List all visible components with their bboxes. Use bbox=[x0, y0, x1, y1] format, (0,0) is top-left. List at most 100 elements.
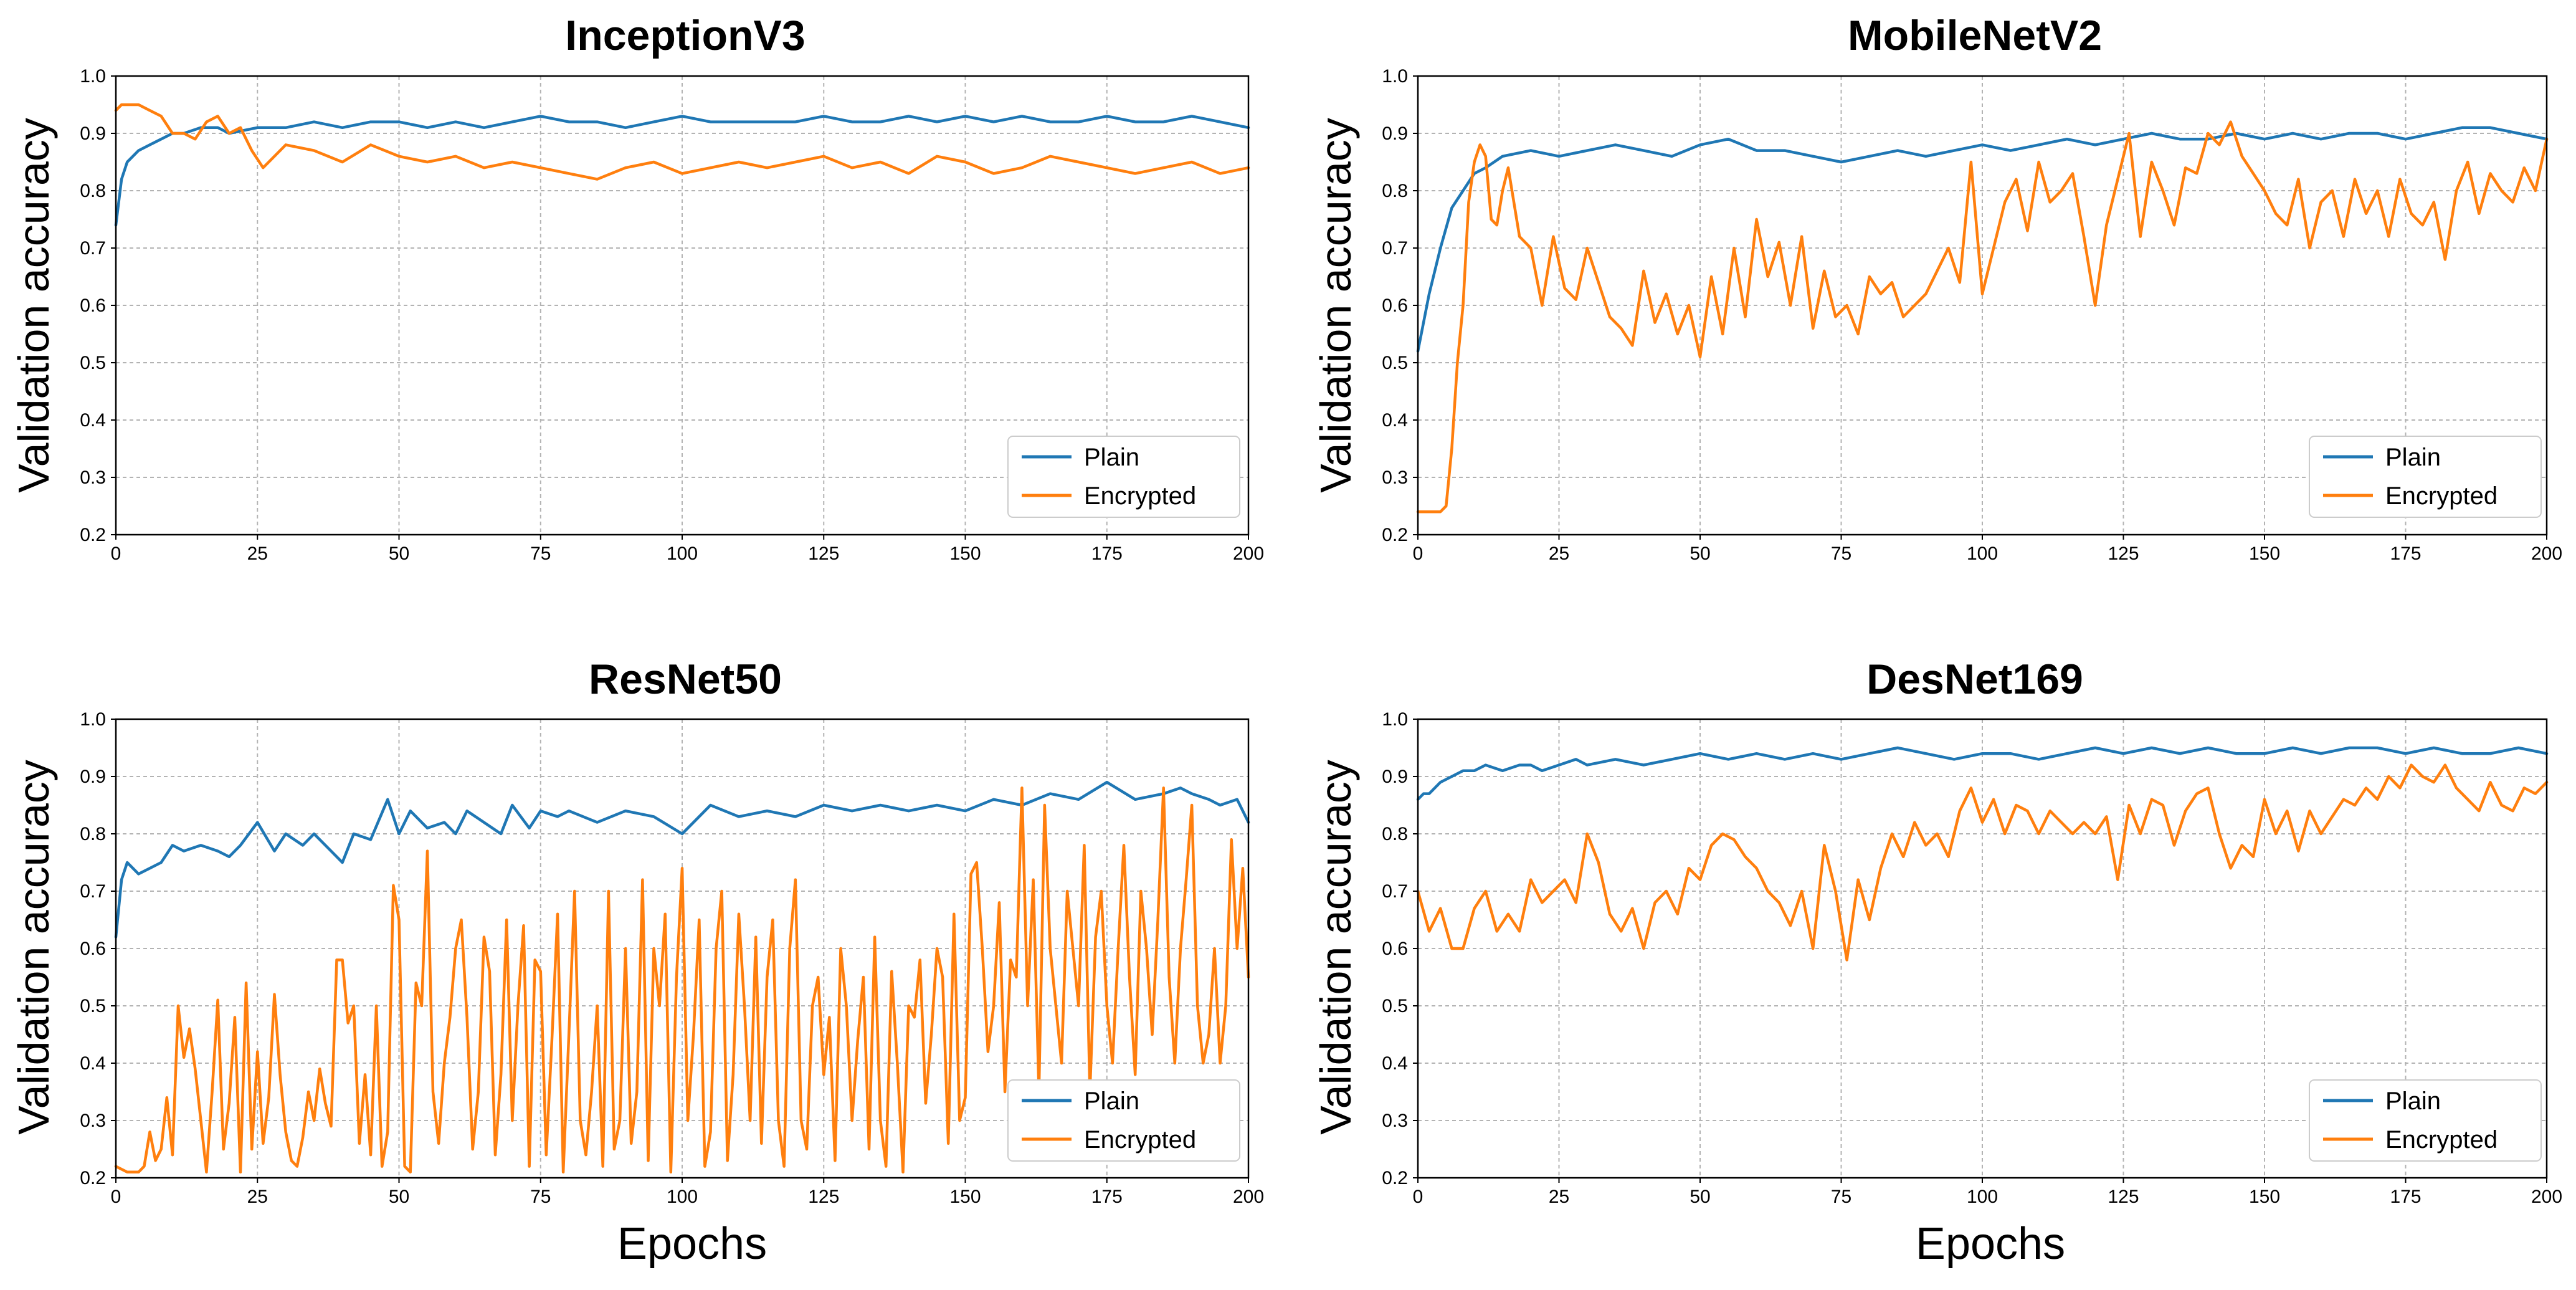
panel-title-inceptionv3: InceptionV3 bbox=[565, 12, 805, 59]
y-tick-label: 0.9 bbox=[80, 767, 106, 787]
y-tick-label: 0.6 bbox=[1382, 295, 1408, 316]
x-tick-label: 100 bbox=[1967, 543, 1998, 564]
x-tick-label: 0 bbox=[1413, 1187, 1423, 1207]
y-axis-label-resnet50: Validation accuracy bbox=[9, 760, 58, 1135]
series-line-plain bbox=[114, 115, 1250, 227]
y-axis-label-inceptionv3: Validation accuracy bbox=[9, 118, 58, 493]
x-tick-label: 25 bbox=[1549, 1187, 1569, 1207]
y-tick-label: 0.2 bbox=[1382, 1168, 1408, 1188]
plot-area-inceptionv3: 0 25 50 75 100 125 150 175 200 0.2 0.3 0.4 0.5 0.6 0.7… bbox=[80, 66, 1264, 564]
y-tick-label: 0.5 bbox=[80, 353, 106, 373]
legend-label-encrypted: Encrypted bbox=[1084, 482, 1196, 510]
y-tick-label: 0.8 bbox=[80, 824, 106, 844]
x-tick-label: 100 bbox=[1967, 1187, 1998, 1207]
y-tick-label: 0.7 bbox=[80, 881, 106, 902]
legend-label-encrypted: Encrypted bbox=[1084, 1126, 1196, 1154]
x-tick-label: 75 bbox=[530, 1187, 551, 1207]
y-tick-label: 0.3 bbox=[80, 467, 106, 488]
y-tick-label: 0.3 bbox=[80, 1111, 106, 1131]
x-tick-label: 150 bbox=[2249, 543, 2280, 564]
y-tick-label: 0.4 bbox=[1382, 1053, 1408, 1074]
y-axis-label-desnet169: Validation accuracy bbox=[1311, 760, 1360, 1135]
x-tick-label: 0 bbox=[111, 1187, 121, 1207]
x-tick-label: 25 bbox=[247, 1187, 268, 1207]
x-tick-label: 125 bbox=[808, 1187, 839, 1207]
x-tick-label: 100 bbox=[667, 1187, 698, 1207]
x-tick-label: 75 bbox=[1831, 543, 1851, 564]
legend-desnet169: Plain Encrypted bbox=[2309, 1079, 2542, 1162]
y-tick-label: 0.3 bbox=[1382, 1111, 1408, 1131]
x-tick-label: 200 bbox=[1233, 543, 1264, 564]
x-tick-label: 25 bbox=[1549, 543, 1569, 564]
x-tick-label: 50 bbox=[1690, 543, 1710, 564]
series-line-plain bbox=[114, 780, 1250, 939]
legend-label-plain: Plain bbox=[1084, 444, 1139, 471]
x-tick-label: 175 bbox=[2390, 1187, 2421, 1207]
x-tick-label: 150 bbox=[949, 543, 981, 564]
x-tick-label: 50 bbox=[389, 1187, 409, 1207]
x-tick-label: 150 bbox=[949, 1187, 981, 1207]
y-tick-label: 0.4 bbox=[80, 410, 106, 431]
x-tick-label: 50 bbox=[389, 543, 409, 564]
panel-title-mobilenetv2: MobileNetV2 bbox=[1848, 12, 2102, 59]
y-tick-label: 0.2 bbox=[80, 1168, 106, 1188]
legend-label-encrypted: Encrypted bbox=[2385, 1126, 2498, 1154]
y-tick-label: 1.0 bbox=[80, 66, 106, 87]
legend-label-plain: Plain bbox=[2385, 1087, 2441, 1115]
y-tick-label: 0.9 bbox=[80, 123, 106, 144]
plot-area-mobilenetv2: 0 25 50 75 100 125 150 175 200 0.2 0.3 0.4 0.5 0.6 0.7… bbox=[1382, 66, 2562, 564]
y-tick-label: 0.9 bbox=[1382, 123, 1408, 144]
y-tick-label: 0.6 bbox=[80, 295, 106, 316]
series-line-encrypted bbox=[1416, 763, 2549, 962]
x-tick-label: 125 bbox=[808, 543, 839, 564]
series-line-plain bbox=[1416, 746, 2549, 801]
x-tick-label: 50 bbox=[1690, 1187, 1710, 1207]
x-tick-label: 100 bbox=[667, 543, 698, 564]
y-tick-label: 1.0 bbox=[1382, 709, 1408, 730]
series-line-encrypted bbox=[114, 786, 1250, 1174]
y-tick-label: 0.8 bbox=[1382, 824, 1408, 844]
x-tick-label: 0 bbox=[1413, 543, 1423, 564]
panel-title-desnet169: DesNet169 bbox=[1866, 656, 2083, 703]
series-line-encrypted bbox=[114, 103, 1250, 181]
x-tick-label: 175 bbox=[1091, 543, 1123, 564]
x-axis-label-desnet169: Epochs bbox=[1916, 1219, 2065, 1269]
x-tick-label: 0 bbox=[111, 543, 121, 564]
x-tick-label: 125 bbox=[2108, 543, 2139, 564]
y-tick-label: 0.4 bbox=[80, 1053, 106, 1074]
y-tick-label: 0.4 bbox=[1382, 410, 1408, 431]
panel-title-resnet50: ResNet50 bbox=[589, 656, 782, 703]
legend-label-encrypted: Encrypted bbox=[2385, 482, 2498, 510]
y-tick-label: 0.7 bbox=[80, 238, 106, 259]
y-axis-label-mobilenetv2: Validation accuracy bbox=[1311, 118, 1360, 493]
y-tick-label: 0.5 bbox=[1382, 353, 1408, 373]
y-tick-label: 0.3 bbox=[1382, 467, 1408, 488]
plot-area-resnet50: 0 25 50 75 100 125 150 175 200 0.2 0.3 0.4 0.5 0.6 0.7… bbox=[80, 709, 1264, 1207]
x-tick-label: 175 bbox=[1091, 1187, 1123, 1207]
y-tick-label: 0.7 bbox=[1382, 881, 1408, 902]
y-tick-label: 0.8 bbox=[80, 181, 106, 201]
y-tick-label: 0.2 bbox=[1382, 525, 1408, 545]
y-tick-label: 0.8 bbox=[1382, 181, 1408, 201]
y-tick-label: 1.0 bbox=[1382, 66, 1408, 87]
legend-inceptionv3: Plain Encrypted bbox=[1007, 436, 1240, 518]
x-tick-label: 75 bbox=[1831, 1187, 1851, 1207]
y-tick-label: 0.5 bbox=[1382, 996, 1408, 1016]
y-tick-label: 0.7 bbox=[1382, 238, 1408, 259]
x-tick-label: 150 bbox=[2249, 1187, 2280, 1207]
x-tick-label: 200 bbox=[1233, 1187, 1264, 1207]
y-tick-label: 0.6 bbox=[80, 939, 106, 959]
legend-label-plain: Plain bbox=[2385, 444, 2441, 471]
x-axis-label-resnet50: Epochs bbox=[617, 1219, 767, 1269]
y-tick-label: 0.5 bbox=[80, 996, 106, 1016]
x-tick-label: 75 bbox=[530, 543, 551, 564]
x-tick-label: 200 bbox=[2531, 1187, 2562, 1207]
y-tick-label: 1.0 bbox=[80, 709, 106, 730]
legend-label-plain: Plain bbox=[1084, 1087, 1139, 1115]
legend-mobilenetv2: Plain Encrypted bbox=[2309, 436, 2542, 518]
x-tick-label: 175 bbox=[2390, 543, 2421, 564]
series-line-plain bbox=[1416, 126, 2549, 353]
x-tick-label: 25 bbox=[247, 543, 268, 564]
